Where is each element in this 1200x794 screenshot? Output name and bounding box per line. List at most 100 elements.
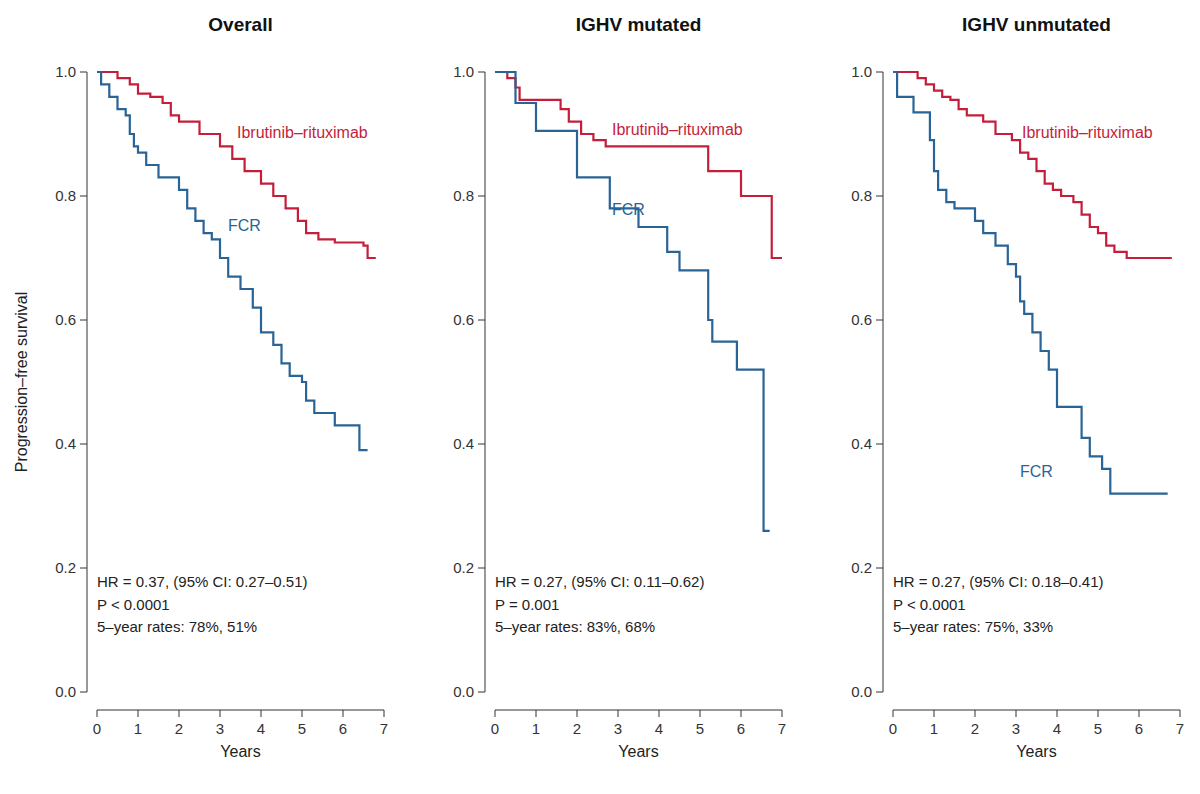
annotation: P = 0.001	[495, 596, 559, 613]
y-axis-line	[87, 72, 88, 692]
y-tick	[876, 692, 883, 693]
x-tick-label: 4	[257, 720, 265, 737]
x-tick-label: 1	[930, 720, 938, 737]
annotation: 5–year rates: 75%, 33%	[893, 618, 1053, 635]
annotation: 5–year rates: 83%, 68%	[495, 618, 655, 635]
y-tick-label: 0.4	[851, 435, 872, 452]
x-tick	[577, 710, 578, 717]
x-tick-label: 2	[573, 720, 581, 737]
x-tick	[1016, 710, 1017, 717]
y-tick	[80, 320, 87, 321]
panel: IGHV unmutated0.00.20.40.60.81.001234567…	[851, 14, 1184, 760]
x-tick-label: 5	[696, 720, 704, 737]
survival-curve	[97, 72, 368, 450]
x-axis-line	[893, 710, 1180, 711]
y-tick-label: 0.8	[851, 187, 872, 204]
y-tick-label: 0.6	[55, 311, 76, 328]
annotation: P < 0.0001	[893, 596, 966, 613]
x-axis-line	[495, 710, 782, 711]
x-tick	[1139, 710, 1140, 717]
y-tick-label: 0.8	[55, 187, 76, 204]
x-tick	[618, 710, 619, 717]
y-tick	[478, 692, 485, 693]
x-tick	[975, 710, 976, 717]
x-tick-label: 4	[655, 720, 663, 737]
annotation: P < 0.0001	[97, 596, 170, 613]
y-tick-label: 1.0	[851, 63, 872, 80]
x-tick-label: 6	[339, 720, 347, 737]
y-axis-line	[883, 72, 884, 692]
plot-area	[97, 72, 376, 450]
x-tick-label: 5	[1094, 720, 1102, 737]
y-tick-label: 0.0	[851, 683, 872, 700]
x-tick	[138, 710, 139, 717]
x-tick-label: 6	[1135, 720, 1143, 737]
y-tick	[876, 196, 883, 197]
x-tick	[934, 710, 935, 717]
x-tick	[97, 710, 98, 717]
y-axis-title: Progression–free survival	[13, 292, 30, 473]
x-tick	[893, 710, 894, 717]
y-tick-label: 0.8	[453, 187, 474, 204]
x-tick	[782, 710, 783, 717]
y-tick	[478, 196, 485, 197]
series-label: FCR	[228, 217, 261, 234]
x-tick	[700, 710, 701, 717]
x-tick-label: 3	[1012, 720, 1020, 737]
x-tick-label: 6	[737, 720, 745, 737]
x-tick-label: 7	[1176, 720, 1184, 737]
y-tick-label: 0.2	[55, 559, 76, 576]
panel-title: IGHV mutated	[576, 14, 702, 35]
series-label: Ibrutinib–rituximab	[237, 124, 368, 141]
x-axis-title: Years	[220, 743, 260, 760]
y-tick-label: 0.4	[453, 435, 474, 452]
y-tick-label: 0.0	[55, 683, 76, 700]
panel: Overall0.00.20.40.60.81.001234567YearsPr…	[13, 14, 388, 760]
y-tick	[876, 72, 883, 73]
y-tick-label: 1.0	[453, 63, 474, 80]
x-tick-label: 0	[93, 720, 101, 737]
series-label: Ibrutinib–rituximab	[1022, 124, 1153, 141]
x-axis-title: Years	[618, 743, 658, 760]
annotation: HR = 0.27, (95% CI: 0.11–0.62)	[495, 573, 704, 590]
x-tick-label: 0	[491, 720, 499, 737]
series-label: FCR	[612, 201, 645, 218]
x-tick-label: 7	[778, 720, 786, 737]
y-tick	[876, 320, 883, 321]
survival-curve	[495, 72, 782, 258]
x-tick	[495, 710, 496, 717]
annotation: 5–year rates: 78%, 51%	[97, 618, 257, 635]
y-tick-label: 1.0	[55, 63, 76, 80]
annotation: HR = 0.37, (95% CI: 0.27–0.51)	[97, 573, 308, 590]
x-tick-label: 1	[134, 720, 142, 737]
panel-title: IGHV unmutated	[962, 14, 1111, 35]
y-tick	[80, 72, 87, 73]
survival-curve	[893, 72, 1168, 494]
x-tick	[659, 710, 660, 717]
x-tick	[536, 710, 537, 717]
x-tick	[1180, 710, 1181, 717]
survival-curve	[97, 72, 376, 258]
plot-area	[893, 72, 1172, 494]
x-tick-label: 7	[380, 720, 388, 737]
x-tick-label: 4	[1053, 720, 1061, 737]
x-tick	[343, 710, 344, 717]
y-tick	[80, 196, 87, 197]
x-tick	[1057, 710, 1058, 717]
y-tick	[80, 444, 87, 445]
x-tick-label: 1	[532, 720, 540, 737]
x-tick-label: 2	[175, 720, 183, 737]
survival-curve	[495, 72, 770, 531]
y-tick	[80, 568, 87, 569]
x-axis-line	[97, 710, 384, 711]
x-tick	[1098, 710, 1099, 717]
y-tick-label: 0.6	[453, 311, 474, 328]
x-axis-title: Years	[1016, 743, 1056, 760]
y-tick-label: 0.2	[851, 559, 872, 576]
series-label: Ibrutinib–rituximab	[612, 121, 743, 138]
x-tick	[741, 710, 742, 717]
y-axis-line	[485, 72, 486, 692]
plot-area	[495, 72, 782, 531]
annotation: HR = 0.27, (95% CI: 0.18–0.41)	[893, 573, 1104, 590]
x-tick-label: 0	[889, 720, 897, 737]
